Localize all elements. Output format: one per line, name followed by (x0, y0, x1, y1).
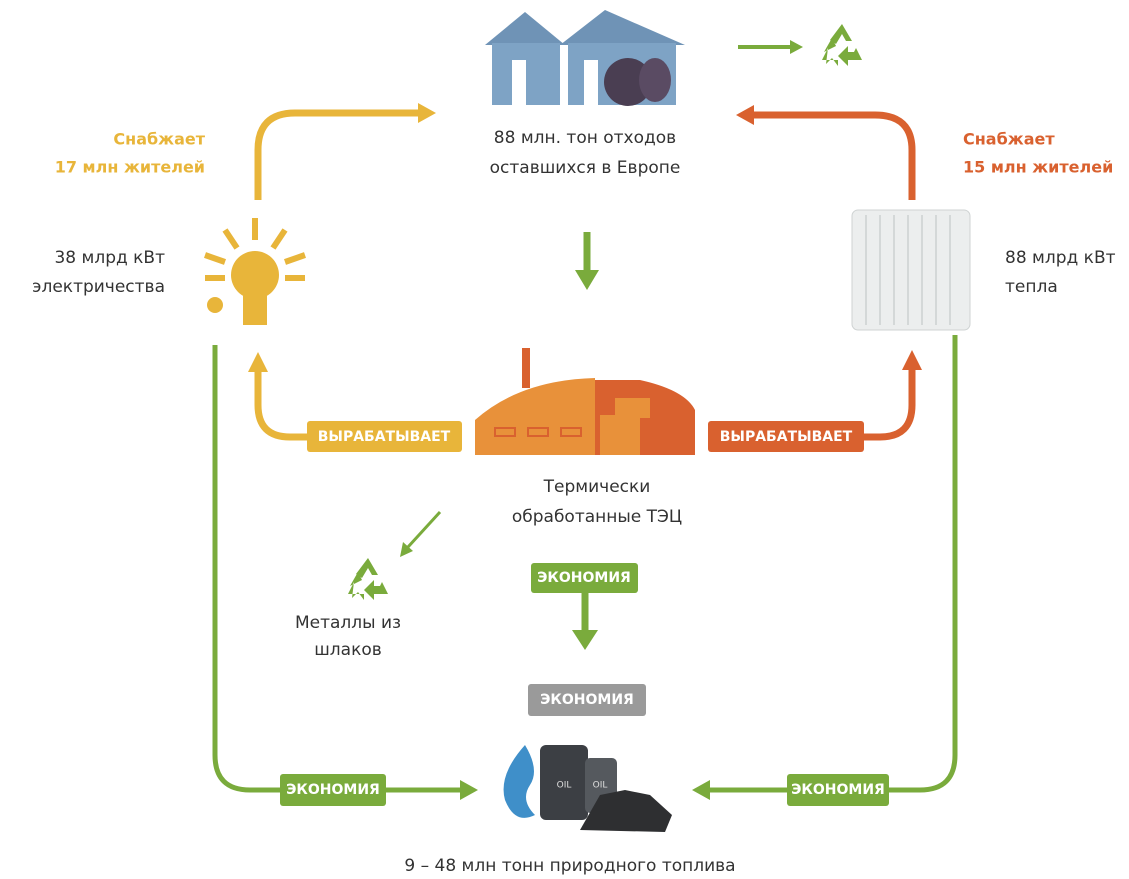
flow-arrow (215, 345, 462, 790)
arrowhead (572, 630, 598, 650)
recycle-arrow (738, 24, 862, 66)
plant-text: Термически (543, 477, 651, 497)
arrowhead (902, 350, 922, 370)
waste-text: 88 млн. тон отходов (494, 128, 676, 148)
houses-icon (485, 10, 685, 106)
fuel-caption: 9 – 48 млн тонн природного топлива (404, 856, 735, 876)
plant-text: обработанные ТЭЦ (512, 507, 682, 527)
badge-text: ВЫРАБАТЫВАЕТ (720, 429, 853, 445)
radiator-icon (852, 210, 970, 330)
badge-text: ЭКОНОМИЯ (286, 782, 380, 798)
flow-arrow (708, 335, 955, 790)
flow-arrow (258, 370, 310, 437)
fuel-icon (504, 745, 672, 832)
arrowhead (418, 103, 436, 123)
page: 88 млн. тон отходов оставшихся в Европе … (0, 0, 1129, 879)
arrowhead (692, 780, 710, 800)
arrowhead (460, 780, 478, 800)
supply-arrows (258, 113, 912, 200)
amount-text: тепла (1005, 277, 1058, 297)
badge-text: ВЫРАБАТЫВАЕТ (318, 429, 451, 445)
flow-arrow (408, 512, 440, 547)
waste-text: оставшихся в Европе (490, 158, 681, 178)
supply-text: Снабжает (963, 130, 1055, 149)
arrowhead (575, 270, 599, 290)
amount-text: 38 млрд кВт (54, 248, 165, 268)
supply-text: 17 млн жителей (55, 158, 205, 177)
supply-text: 15 млн жителей (963, 158, 1113, 177)
diagram: 88 млн. тон отходов оставшихся в Европе … (0, 0, 1129, 879)
badge-text: ЭКОНОМИЯ (540, 692, 634, 708)
recycle-icon (348, 558, 388, 600)
bulb-icon (205, 218, 305, 325)
arrowhead (736, 105, 754, 125)
badge-text: ЭКОНОМИЯ (791, 782, 885, 798)
arrowhead (248, 352, 268, 372)
metals-text: шлаков (314, 640, 382, 660)
flow-arrow (860, 368, 912, 437)
factory-icon (475, 348, 695, 455)
metals-text: Металлы из (295, 613, 401, 633)
amount-text: электричества (32, 277, 165, 297)
barrel-label: OIL (593, 781, 608, 791)
barrel-label: OIL (557, 781, 572, 791)
supply-text: Снабжает (113, 130, 205, 149)
badge-text: ЭКОНОМИЯ (537, 570, 631, 586)
amount-text: 88 млрд кВт (1005, 248, 1116, 268)
